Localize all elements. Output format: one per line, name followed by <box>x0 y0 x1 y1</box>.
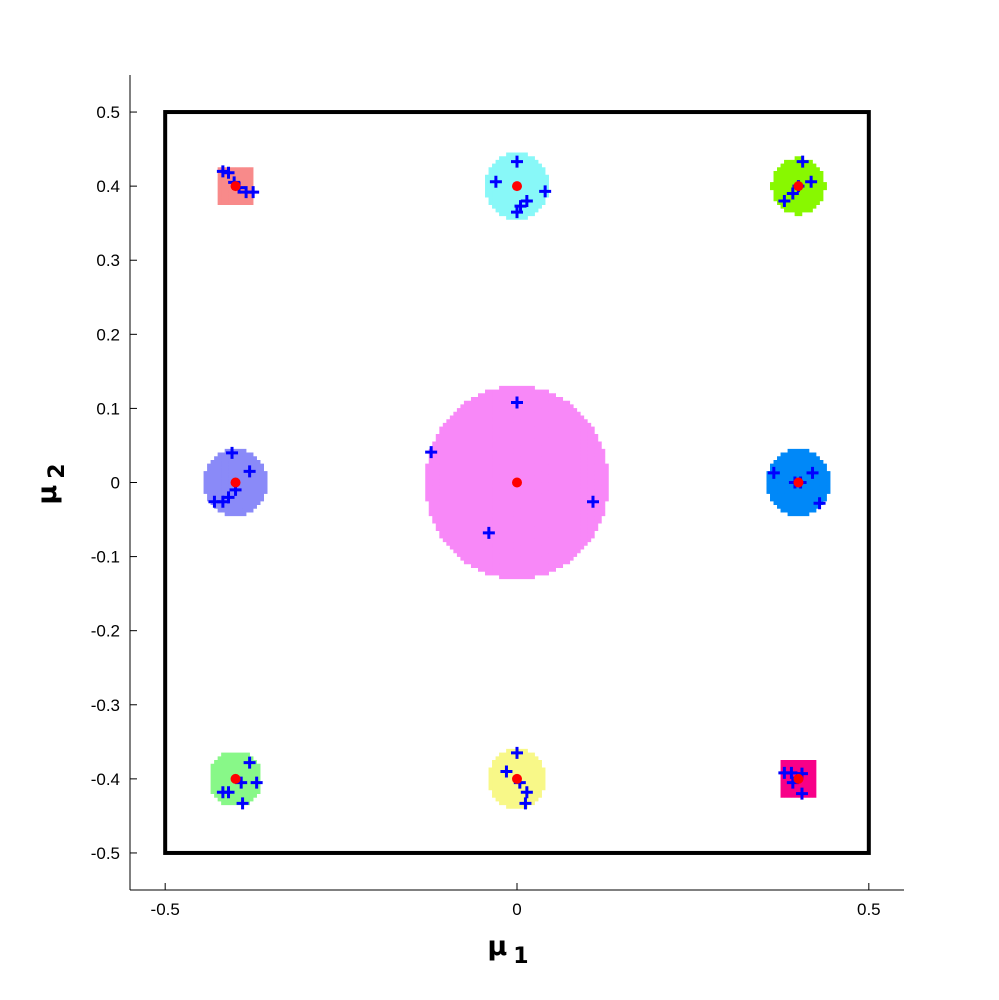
y-tick-label: 0.5 <box>96 103 120 122</box>
y-tick-label: 0.3 <box>96 251 120 270</box>
plus-marker <box>520 194 533 207</box>
center-dot <box>793 773 804 784</box>
plus-marker <box>243 465 256 478</box>
plus-marker <box>796 155 809 168</box>
sample-markers <box>208 155 826 810</box>
plus-marker <box>222 166 235 179</box>
center-dot <box>793 181 804 192</box>
plus-marker <box>786 187 799 200</box>
plus-marker <box>226 446 239 459</box>
plus-marker <box>247 186 260 199</box>
plus-marker <box>425 446 438 459</box>
plus-marker <box>805 175 818 188</box>
center-dot <box>793 477 804 488</box>
plus-marker <box>243 756 256 769</box>
center-dot <box>512 181 522 192</box>
plus-marker <box>511 206 523 219</box>
axes <box>129 75 904 891</box>
y-tick-label: -0.5 <box>91 844 120 863</box>
plus-marker <box>520 786 533 799</box>
plus-marker <box>216 786 229 799</box>
plus-marker <box>236 797 249 810</box>
plus-marker <box>511 746 523 759</box>
y-tick-label: -0.1 <box>91 548 120 567</box>
y-tick-label: 0.1 <box>96 399 120 418</box>
plus-marker <box>500 765 513 778</box>
center-dot <box>230 477 241 488</box>
domain-boundary-box <box>163 110 871 855</box>
plus-marker <box>511 396 523 409</box>
plus-marker <box>539 185 552 198</box>
plus-marker <box>511 155 523 168</box>
plus-marker <box>795 787 808 800</box>
plus-marker <box>813 497 826 510</box>
plus-marker <box>250 776 263 789</box>
y-tick-label: 0.4 <box>96 177 120 196</box>
y-tick-label: 0.2 <box>96 325 120 344</box>
plus-marker <box>482 526 495 539</box>
x-tick-label: 0.5 <box>857 900 881 919</box>
plus-marker <box>519 797 532 810</box>
center-dot <box>230 181 241 192</box>
plus-marker <box>208 495 221 508</box>
plus-marker <box>586 495 599 508</box>
plus-marker <box>489 175 502 188</box>
y-tick-label: 0 <box>111 474 120 493</box>
center-dot <box>230 773 241 784</box>
y-tick-label: -0.4 <box>91 770 120 789</box>
y-axis-label: μ2 <box>32 463 70 504</box>
y-tick-label: -0.2 <box>91 622 120 641</box>
plus-marker <box>778 194 791 207</box>
y-tick-label: -0.3 <box>91 696 120 715</box>
x-tick-label: 0 <box>512 900 521 919</box>
plus-marker <box>767 466 780 479</box>
x-tick-label: -0.5 <box>151 900 180 919</box>
center-dot <box>512 773 522 784</box>
center-dot <box>512 477 522 488</box>
tick-labels: -0.5 0 0.5 0.5 0.4 0.3 0.2 0.1 0 -0.1 -0.2 -0.3 -0.4… <box>91 103 881 919</box>
plus-marker <box>806 466 819 479</box>
